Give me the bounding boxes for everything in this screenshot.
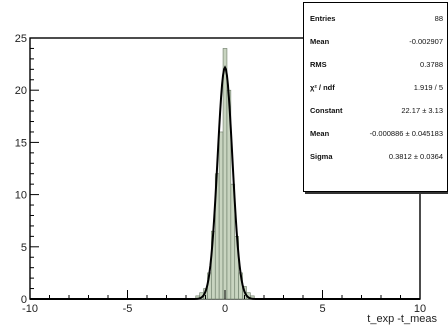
stat-value: 0.3812 ± 0.0364 bbox=[388, 151, 443, 161]
y-tick-label: 5 bbox=[21, 242, 27, 254]
x-tick-label: -10 bbox=[22, 303, 38, 315]
gaussian-fit-curve bbox=[30, 65, 420, 300]
y-tick-label: 15 bbox=[15, 137, 27, 149]
stat-key: Constant bbox=[310, 105, 343, 115]
x-tick-label: 5 bbox=[319, 303, 325, 315]
stat-row-entries: Entries 88 bbox=[310, 7, 443, 29]
histogram-bar bbox=[218, 131, 224, 300]
stat-key: χ² / ndf bbox=[310, 82, 335, 92]
stat-row-constant: Constant 22.17 ± 3.13 bbox=[310, 99, 443, 121]
stat-key: Mean bbox=[310, 36, 330, 46]
stat-key: Mean bbox=[310, 128, 330, 138]
stat-row-rms: RMS 0.3788 bbox=[310, 53, 443, 75]
stat-key: Entries bbox=[310, 13, 336, 23]
bars-layer bbox=[195, 48, 255, 300]
stat-row-sigma: Sigma 0.3812 ± 0.0364 bbox=[310, 145, 443, 167]
stat-value: -0.000886 ± 0.045183 bbox=[369, 128, 443, 138]
x-axis-label: t_exp -t_meas bbox=[367, 313, 437, 325]
stat-key: Sigma bbox=[310, 151, 333, 161]
stat-value: 0.3788 bbox=[420, 59, 443, 69]
stat-row-chi2: χ² / ndf 1.919 / 5 bbox=[310, 76, 443, 98]
stat-key: RMS bbox=[310, 59, 327, 69]
y-tick-label: 10 bbox=[15, 190, 27, 202]
stat-row-fit-mean: Mean -0.000886 ± 0.045183 bbox=[310, 122, 443, 144]
stat-value: 1.919 / 5 bbox=[413, 82, 443, 92]
ticks-layer: -10 -5 0 5 10 0 5 10 15 20 25 bbox=[15, 33, 426, 315]
y-tick-label: 0 bbox=[21, 294, 27, 306]
histogram-bar bbox=[222, 48, 228, 300]
y-tick-label: 25 bbox=[15, 33, 27, 45]
stat-value: 22.17 ± 3.13 bbox=[401, 105, 443, 115]
x-tick-label: -5 bbox=[123, 303, 133, 315]
stat-value: 88 bbox=[434, 13, 443, 23]
x-tick-label: 10 bbox=[414, 303, 426, 315]
x-tick-label: 0 bbox=[222, 303, 228, 315]
y-tick-label: 20 bbox=[15, 85, 27, 97]
stat-value: -0.002907 bbox=[409, 36, 443, 46]
stat-row-mean: Mean -0.002907 bbox=[310, 30, 443, 52]
stats-box: Entries 88 Mean -0.002907 RMS 0.3788 χ² … bbox=[303, 2, 448, 192]
